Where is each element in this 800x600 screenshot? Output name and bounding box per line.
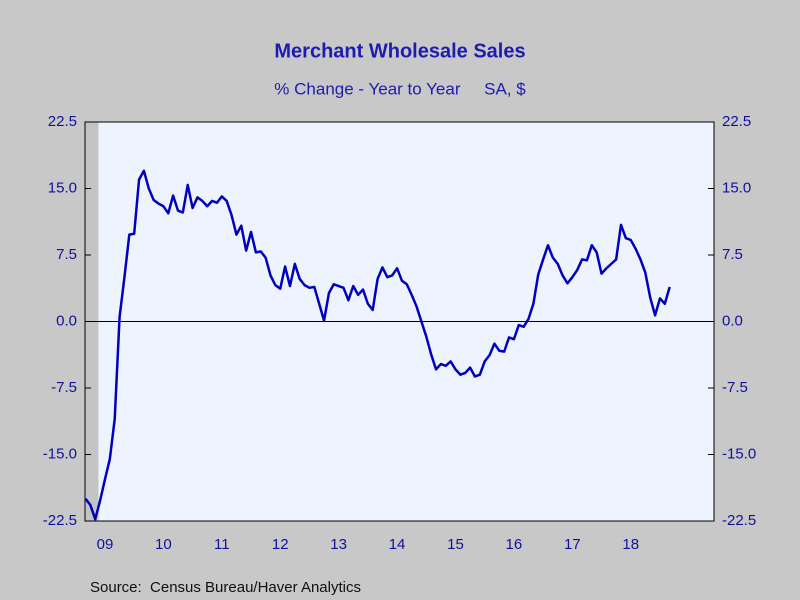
y2-tick-label: 15.0 <box>722 179 751 196</box>
y2-tick-label: -15.0 <box>722 445 756 462</box>
chart-title: Merchant Wholesale Sales <box>274 40 525 62</box>
x-tick-label: 09 <box>97 536 114 553</box>
y-tick-label: 7.5 <box>56 246 77 263</box>
x-tick-label: 17 <box>564 536 581 553</box>
y-tick-label: -7.5 <box>51 379 77 396</box>
chart-subtitle: % Change - Year to Year SA, $ <box>274 79 526 98</box>
y-tick-label: -22.5 <box>43 512 77 529</box>
x-tick-label: 12 <box>272 536 289 553</box>
x-tick-label: 13 <box>330 536 347 553</box>
x-tick-label: 16 <box>506 536 523 553</box>
data-line <box>84 169 671 521</box>
y2-tick-label: 22.5 <box>722 113 751 130</box>
y2-tick-label: 0.0 <box>722 312 743 329</box>
y2-tick-label: -22.5 <box>722 512 756 529</box>
y-tick-label: -15.0 <box>43 445 77 462</box>
y-tick-label: 0.0 <box>56 312 77 329</box>
x-tick-label: 18 <box>622 536 639 553</box>
x-tick-label: 11 <box>214 536 230 553</box>
y2-tick-label: 7.5 <box>722 246 743 263</box>
x-tick-label: 10 <box>155 536 172 553</box>
y2-tick-label: -7.5 <box>722 379 748 396</box>
y-tick-label: 15.0 <box>48 179 77 196</box>
y-tick-label: 22.5 <box>48 113 77 130</box>
x-tick-label: 14 <box>389 536 406 553</box>
x-tick-label: 15 <box>447 536 464 553</box>
source-note: Source: Census Bureau/Haver Analytics <box>90 579 361 596</box>
